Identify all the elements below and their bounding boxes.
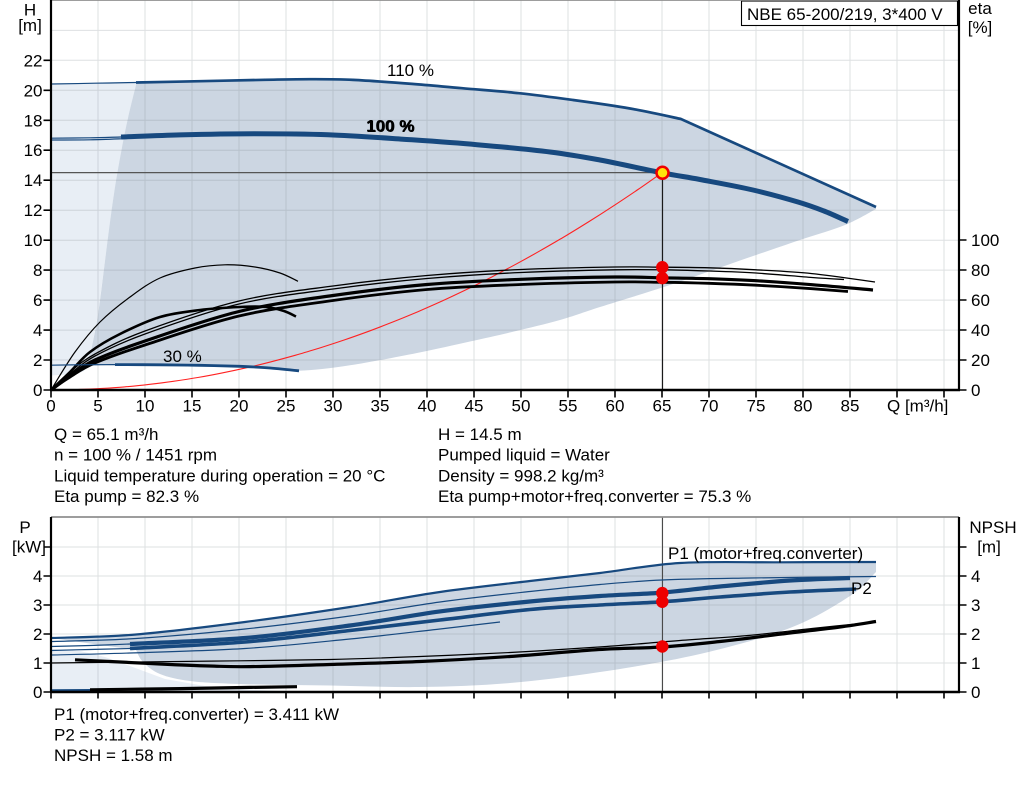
svg-text:Q [m³/h]: Q [m³/h] bbox=[887, 397, 948, 416]
svg-text:4: 4 bbox=[971, 567, 980, 586]
svg-text:75: 75 bbox=[747, 397, 766, 416]
svg-text:8: 8 bbox=[33, 261, 42, 280]
svg-text:3: 3 bbox=[971, 596, 980, 615]
svg-text:n = 100 % / 1451 rpm: n = 100 % / 1451 rpm bbox=[54, 446, 217, 465]
svg-text:P2 = 3.117 kW: P2 = 3.117 kW bbox=[54, 726, 165, 745]
svg-text:16: 16 bbox=[24, 141, 43, 160]
svg-text:20: 20 bbox=[24, 81, 43, 100]
svg-text:60: 60 bbox=[606, 397, 625, 416]
svg-text:15: 15 bbox=[183, 397, 202, 416]
svg-text:6: 6 bbox=[33, 291, 42, 310]
svg-text:0: 0 bbox=[46, 397, 55, 416]
svg-text:P2: P2 bbox=[851, 579, 872, 598]
svg-text:20: 20 bbox=[230, 397, 249, 416]
svg-text:18: 18 bbox=[24, 111, 43, 130]
svg-text:25: 25 bbox=[277, 397, 296, 416]
svg-text:2: 2 bbox=[971, 625, 980, 644]
svg-text:2: 2 bbox=[33, 351, 42, 370]
svg-text:Q = 65.1 m³/h: Q = 65.1 m³/h bbox=[54, 425, 158, 444]
svg-text:Eta pump+motor+freq.converter: Eta pump+motor+freq.converter = 75.3 % bbox=[438, 487, 751, 506]
svg-text:0: 0 bbox=[33, 683, 42, 702]
svg-text:NPSH: NPSH bbox=[969, 518, 1016, 537]
svg-text:1: 1 bbox=[971, 654, 980, 673]
svg-text:80: 80 bbox=[971, 261, 990, 280]
svg-text:H = 14.5 m: H = 14.5 m bbox=[438, 425, 522, 444]
svg-text:[m]: [m] bbox=[18, 16, 42, 35]
svg-text:NPSH = 1.58 m: NPSH = 1.58 m bbox=[54, 746, 173, 765]
svg-text:Liquid temperature during oper: Liquid temperature during operation = 20… bbox=[54, 466, 385, 485]
svg-text:0: 0 bbox=[33, 381, 42, 400]
svg-text:85: 85 bbox=[841, 397, 860, 416]
svg-text:Density = 998.2 kg/m³: Density = 998.2 kg/m³ bbox=[438, 466, 604, 485]
svg-text:eta: eta bbox=[968, 0, 992, 18]
svg-text:Pumped liquid = Water: Pumped liquid = Water bbox=[438, 446, 610, 465]
svg-text:[%]: [%] bbox=[968, 18, 993, 37]
svg-text:[m]: [m] bbox=[977, 538, 1001, 557]
svg-text:35: 35 bbox=[371, 397, 390, 416]
svg-text:80: 80 bbox=[794, 397, 813, 416]
svg-text:55: 55 bbox=[559, 397, 578, 416]
svg-text:30: 30 bbox=[324, 397, 343, 416]
svg-text:0: 0 bbox=[971, 683, 980, 702]
svg-text:70: 70 bbox=[700, 397, 719, 416]
svg-text:40: 40 bbox=[418, 397, 437, 416]
svg-text:2: 2 bbox=[33, 625, 42, 644]
svg-text:4: 4 bbox=[33, 321, 42, 340]
svg-text:65: 65 bbox=[653, 397, 672, 416]
svg-text:110 %: 110 % bbox=[387, 61, 434, 80]
svg-text:Eta pump = 82.3 %: Eta pump = 82.3 % bbox=[54, 487, 199, 506]
svg-text:60: 60 bbox=[971, 291, 990, 310]
svg-text:45: 45 bbox=[465, 397, 484, 416]
svg-text:40: 40 bbox=[971, 321, 990, 340]
svg-text:0: 0 bbox=[971, 381, 980, 400]
svg-text:10: 10 bbox=[24, 231, 43, 250]
svg-text:4: 4 bbox=[33, 567, 42, 586]
svg-text:H: H bbox=[24, 1, 36, 20]
svg-text:14: 14 bbox=[24, 171, 43, 190]
svg-text:P1 (motor+freq.converter): P1 (motor+freq.converter) bbox=[668, 544, 863, 563]
svg-text:50: 50 bbox=[512, 397, 531, 416]
svg-text:100 %: 100 % bbox=[367, 117, 415, 136]
svg-text:P1 (motor+freq.converter) = 3.: P1 (motor+freq.converter) = 3.411 kW bbox=[54, 705, 339, 724]
svg-text:P: P bbox=[19, 518, 30, 537]
svg-text:1: 1 bbox=[33, 654, 42, 673]
svg-text:30 %: 30 % bbox=[163, 347, 202, 366]
svg-text:100 %: 100 % bbox=[366, 117, 414, 136]
svg-text:20: 20 bbox=[971, 351, 990, 370]
svg-text:3: 3 bbox=[33, 596, 42, 615]
svg-text:100: 100 bbox=[971, 231, 999, 250]
svg-text:NBE 65-200/219, 3*400 V: NBE 65-200/219, 3*400 V bbox=[747, 5, 943, 24]
svg-text:10: 10 bbox=[136, 397, 155, 416]
svg-text:[kW]: [kW] bbox=[12, 538, 46, 557]
svg-text:12: 12 bbox=[24, 201, 43, 220]
svg-text:22: 22 bbox=[24, 51, 43, 70]
svg-text:5: 5 bbox=[93, 397, 102, 416]
